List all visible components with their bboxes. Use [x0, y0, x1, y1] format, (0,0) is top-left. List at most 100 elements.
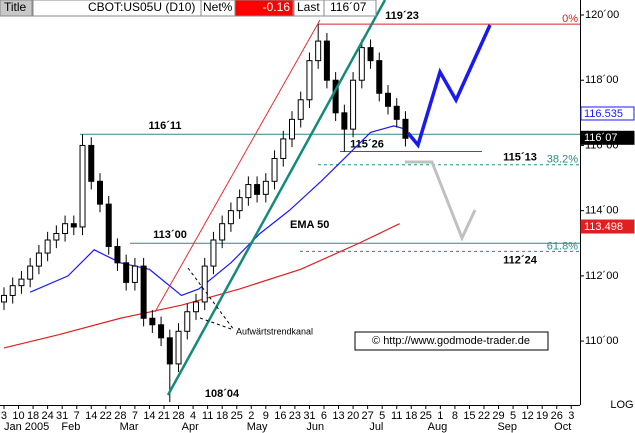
price-tag [580, 106, 635, 121]
x-tick-label: 12 [522, 410, 534, 422]
toolbar-last-value: 116´07 [330, 0, 367, 14]
y-tick-label: 112´00 [585, 270, 618, 282]
level-label: 113´00 [153, 229, 187, 241]
month-label: Apr [182, 421, 199, 433]
x-tick-label: 7 [132, 410, 138, 422]
candle-body [210, 239, 217, 267]
level-label: 108´04 [205, 388, 240, 400]
candle-body [358, 47, 365, 81]
toolbar-symbol: CBOT:US05U (D10) [88, 0, 195, 14]
candle-body [236, 197, 243, 212]
plot-area: 116´11 113´00 119´23 0% 115´26 115´13 38.2% 112… [0, 10, 580, 403]
scale-mode[interactable]: LOG [610, 399, 633, 411]
month-label: Oct [554, 421, 571, 433]
toolbar-last-label: Last [297, 0, 320, 14]
x-tick-label: 6 [321, 410, 327, 422]
candle-body [123, 262, 130, 283]
x-tick-label: 18 [27, 410, 39, 422]
candle-body [315, 40, 322, 62]
x-tick-label: 31 [56, 410, 68, 422]
x-tick-label: 22 [100, 410, 112, 422]
x-tick-label: 27 [362, 410, 374, 422]
forecast-down [405, 160, 477, 242]
x-tick-label: 10 [12, 410, 24, 422]
candle-body [79, 144, 86, 228]
candle-body [288, 118, 295, 140]
candle-body [0, 294, 7, 303]
x-tick-label: 11 [202, 410, 213, 422]
candle-body [192, 301, 199, 313]
x-tick-label: 31 [303, 410, 315, 422]
level-label: 119´23 [385, 10, 419, 22]
candle-body [88, 144, 95, 182]
forecast-up [406, 24, 492, 149]
ma-line [3, 223, 400, 349]
level-label: 112´24 [503, 254, 538, 266]
candle-body [245, 184, 252, 199]
candle-body [376, 60, 383, 94]
price-tag-label: 116´07 [584, 132, 617, 144]
annotation: Aufwärtstrendkanal [236, 326, 313, 336]
candle-body [140, 265, 147, 319]
toolbar-cell [234, 0, 294, 17]
x-tick-label: 3 [568, 410, 574, 422]
level-label: 115´26 [350, 138, 384, 150]
x-tick-label: 4 [190, 410, 196, 422]
level-label: 115´13 [503, 152, 537, 164]
x-tick-label: 13 [332, 410, 344, 422]
x-tick-label: 15 [463, 410, 475, 422]
price-tag [580, 130, 635, 145]
y-tick-label: 118´00 [585, 74, 618, 86]
level-label: 116´11 [148, 120, 181, 132]
watermark: © http://www.godmode-trader.de [372, 335, 530, 347]
candle-body [323, 40, 330, 81]
x-tick-label: 16 [274, 410, 286, 422]
candle-body [262, 180, 269, 195]
candle-body [393, 105, 400, 120]
candle-body [9, 285, 16, 296]
x-tick-label: 14 [85, 410, 97, 422]
candle-body [402, 118, 409, 139]
x-tick-label: 14 [143, 410, 155, 422]
x-tick-label: 5 [379, 410, 385, 422]
x-tick-label: 23 [289, 410, 301, 422]
pointer-line [187, 267, 235, 331]
candle-body [219, 223, 226, 241]
candle-body [114, 246, 121, 264]
fib-label: 61.8% [547, 240, 578, 252]
candle-body [201, 265, 208, 303]
x-tick-label: 24 [41, 410, 53, 422]
candle-body [271, 157, 278, 182]
candle-body [306, 60, 313, 101]
x-tick-label: 18 [216, 410, 228, 422]
toolbar-cell [323, 0, 377, 17]
x-tick-label: 25 [231, 410, 243, 422]
candle-body [105, 203, 112, 248]
pointer-line [199, 317, 235, 331]
x-tick-label: 1 [437, 410, 443, 422]
y-tick-label: 110´00 [585, 335, 618, 347]
candle-body [367, 47, 374, 62]
toolbar-title[interactable]: Title [4, 0, 27, 14]
candle-body [254, 184, 261, 195]
candle-body [27, 265, 34, 280]
x-tick-label: 26 [551, 410, 563, 422]
candle-body [280, 138, 287, 159]
x-tick-label: 7 [74, 410, 80, 422]
month-label: May [247, 421, 268, 433]
candle-body [18, 278, 25, 287]
price-tag-label: 116.535 [584, 108, 623, 120]
toolbar-net-value: -0.16 [263, 0, 291, 14]
x-tick-label: 8 [452, 410, 458, 422]
month-label: Feb [61, 421, 80, 433]
ma-line [29, 125, 406, 297]
month-label: Sep [497, 421, 517, 433]
month-label: Mar [120, 421, 139, 433]
candle-body [62, 223, 69, 234]
fib-label: 0% [562, 13, 578, 25]
candle-body [184, 311, 191, 332]
candle-body [297, 99, 304, 120]
candle-body [149, 317, 156, 326]
